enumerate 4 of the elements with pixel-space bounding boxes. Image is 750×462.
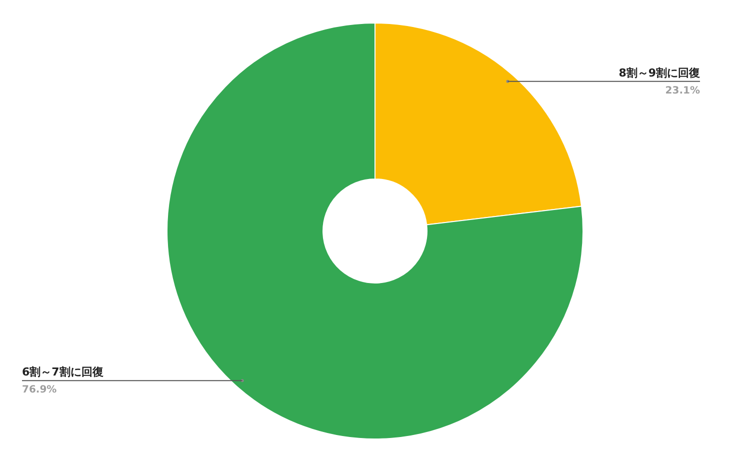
slice-label: 6割～7割に回復	[22, 366, 104, 379]
data-label: 23.1%	[665, 85, 700, 96]
slice-label: 8割～9割に回復	[618, 66, 700, 80]
data-label: 76.9%	[22, 384, 57, 396]
